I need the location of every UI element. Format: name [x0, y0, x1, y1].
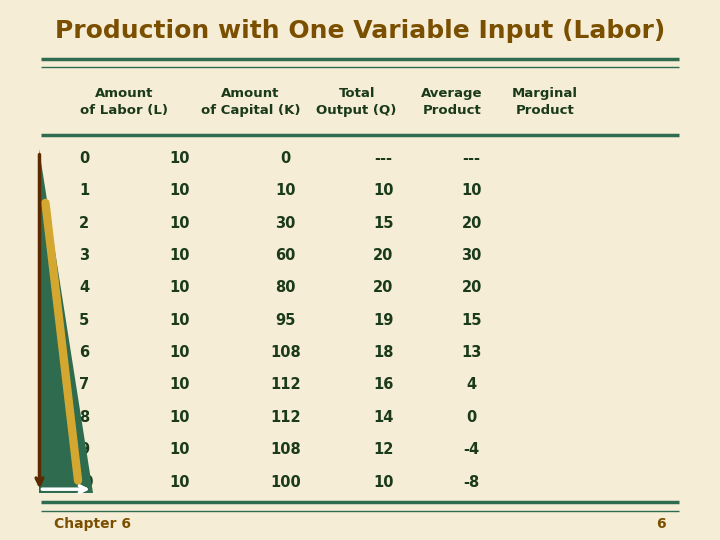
Text: 10: 10 — [169, 151, 189, 166]
Text: 15: 15 — [373, 215, 394, 231]
Text: -8: -8 — [464, 475, 480, 490]
Text: 1: 1 — [79, 183, 89, 198]
Text: 7: 7 — [79, 377, 89, 393]
Text: 19: 19 — [373, 313, 393, 328]
Text: Average
Product: Average Product — [421, 87, 482, 117]
Text: 0: 0 — [280, 151, 291, 166]
Text: 10: 10 — [169, 475, 189, 490]
Text: 6: 6 — [656, 517, 666, 531]
Text: 10: 10 — [169, 410, 189, 425]
Text: 20: 20 — [373, 248, 393, 263]
Text: 18: 18 — [373, 345, 394, 360]
Text: ---: --- — [374, 151, 392, 166]
Text: 9: 9 — [79, 442, 89, 457]
Text: 6: 6 — [79, 345, 89, 360]
Text: 8: 8 — [79, 410, 89, 425]
Text: 10: 10 — [169, 442, 189, 457]
Text: 12: 12 — [373, 442, 393, 457]
Text: 0: 0 — [467, 410, 477, 425]
Text: 14: 14 — [373, 410, 393, 425]
Text: 2: 2 — [79, 215, 89, 231]
Text: Chapter 6: Chapter 6 — [54, 517, 131, 531]
Text: 16: 16 — [373, 377, 393, 393]
Text: 10: 10 — [373, 475, 394, 490]
Text: 10: 10 — [169, 313, 189, 328]
Text: 100: 100 — [270, 475, 301, 490]
Text: 10: 10 — [275, 183, 296, 198]
Text: 30: 30 — [462, 248, 482, 263]
Text: 10: 10 — [169, 377, 189, 393]
Text: Total
Output (Q): Total Output (Q) — [317, 87, 397, 117]
Text: 4: 4 — [467, 377, 477, 393]
Text: 4: 4 — [79, 280, 89, 295]
Text: 3: 3 — [79, 248, 89, 263]
Text: 108: 108 — [270, 442, 301, 457]
Text: 10: 10 — [169, 183, 189, 198]
Text: ---: --- — [463, 151, 481, 166]
Text: 10: 10 — [373, 183, 394, 198]
Text: 10: 10 — [169, 215, 189, 231]
Text: 95: 95 — [275, 313, 296, 328]
Text: -4: -4 — [464, 442, 480, 457]
Text: 0: 0 — [79, 151, 89, 166]
Text: 108: 108 — [270, 345, 301, 360]
Text: 10: 10 — [169, 280, 189, 295]
Text: Marginal
Product: Marginal Product — [512, 87, 578, 117]
Text: 15: 15 — [462, 313, 482, 328]
Text: Amount
of Capital (K): Amount of Capital (K) — [201, 87, 300, 117]
Text: 60: 60 — [275, 248, 296, 263]
Text: Amount
of Labor (L): Amount of Labor (L) — [80, 87, 168, 117]
Text: 10: 10 — [73, 475, 94, 490]
Text: 13: 13 — [462, 345, 482, 360]
Text: 10: 10 — [169, 345, 189, 360]
Text: 20: 20 — [462, 280, 482, 295]
Text: 112: 112 — [270, 377, 301, 393]
Text: 80: 80 — [275, 280, 296, 295]
Text: 30: 30 — [275, 215, 296, 231]
Text: 112: 112 — [270, 410, 301, 425]
Text: 10: 10 — [169, 248, 189, 263]
Polygon shape — [40, 149, 93, 493]
Text: 20: 20 — [462, 215, 482, 231]
Text: 5: 5 — [79, 313, 89, 328]
Text: 10: 10 — [462, 183, 482, 198]
Text: Production with One Variable Input (Labor): Production with One Variable Input (Labo… — [55, 19, 665, 43]
Text: 20: 20 — [373, 280, 393, 295]
